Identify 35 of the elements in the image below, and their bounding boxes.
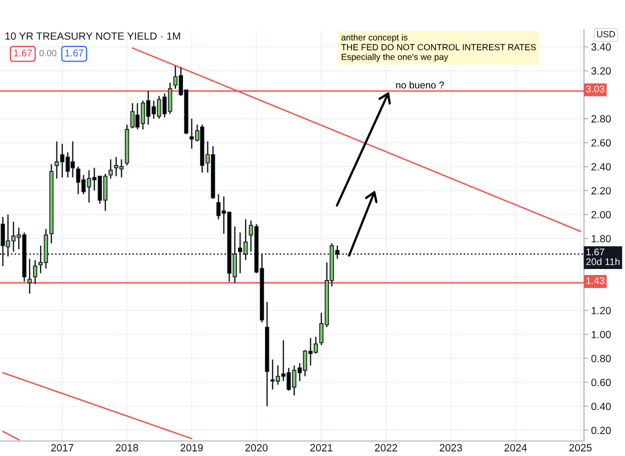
ref-line-label: 1.43 (586, 277, 604, 284)
y-tick-label: 2.80 (591, 115, 611, 123)
x-tick-label: 2019 (180, 444, 203, 452)
y-tick-label: 3.20 (591, 67, 611, 75)
x-tick-label: 2018 (116, 444, 138, 452)
x-tick-label: 2025 (569, 444, 592, 452)
annotation: 1.67 (65, 50, 84, 56)
y-axis-title: USD (597, 30, 615, 38)
y-tick-label: 0.60 (591, 378, 611, 386)
x-tick-label: 2020 (245, 444, 268, 452)
candlestick (33, 259, 38, 285)
y-tick-label: 3.40 (591, 43, 611, 51)
chart-title: 10 YR TREASURY NOTE YIELD · 1M (5, 32, 180, 40)
y-tick-label: 2.00 (591, 211, 611, 218)
y-tick-label: 2.40 (591, 163, 611, 170)
ref-line-label: 3.03 (586, 86, 604, 92)
candlestick (108, 158, 113, 180)
ref-line-label: 1.67 20d 11h (586, 248, 620, 266)
y-tick-label: 0.40 (591, 402, 611, 410)
x-tick-label: 2021 (310, 444, 332, 452)
y-tick-label: 1.00 (592, 330, 611, 338)
annotation: no bueno ? (396, 81, 444, 89)
annotation: 0.00 (39, 50, 56, 56)
y-tick-label: 2.20 (591, 187, 611, 194)
x-tick-label: 2022 (375, 444, 398, 452)
x-tick-label: 2017 (51, 444, 74, 452)
y-tick-label: 1.80 (592, 234, 611, 242)
y-tick-label: 0.80 (591, 354, 611, 362)
y-tick-label: 2.60 (591, 139, 611, 147)
annotation: 1.67 (14, 50, 32, 56)
annotation: anther concept is THE FED DO NOT CONTROL INTEREST RATES Especially the one's we pay (341, 34, 536, 62)
y-tick-label: 0.20 (591, 426, 611, 434)
y-tick-label: 1.20 (592, 306, 611, 314)
x-tick-label: 2023 (440, 444, 462, 452)
x-tick-label: 2024 (504, 444, 527, 452)
